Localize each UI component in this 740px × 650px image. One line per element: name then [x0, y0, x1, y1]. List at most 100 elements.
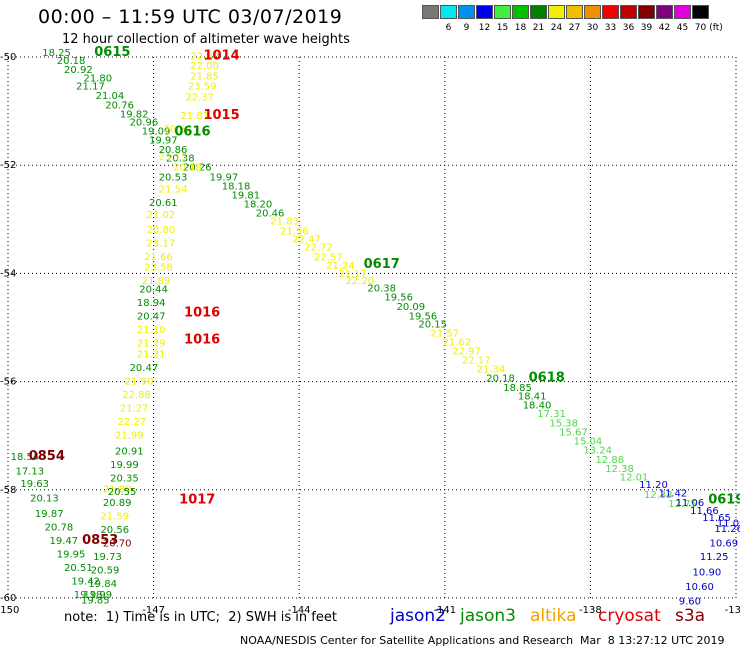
colorbar-label: 42 — [658, 23, 671, 33]
map-subtitle: 12 hour collection of altimeter wave hei… — [62, 32, 350, 47]
colorbar-label: 21 — [532, 23, 545, 33]
wave-height-value: 11.65 — [702, 513, 731, 524]
wave-height-value: 19.82 — [120, 110, 149, 121]
wave-height-value: 11.09 — [717, 519, 740, 530]
wave-height-value: 20.09 — [397, 302, 426, 313]
legend-jason3: jason3 — [460, 606, 516, 626]
lat-tick-label: -58 — [0, 485, 16, 496]
wave-height-value: 10.90 — [693, 567, 722, 578]
wave-height-value: 21.57 — [430, 329, 459, 340]
wave-height-value: 22.97 — [452, 347, 481, 358]
wave-height-value: 19.09 — [142, 126, 171, 137]
wave-height-value: 12.88 — [595, 455, 624, 466]
wave-height-value: 22.90 — [190, 52, 219, 63]
colorbar-label: 27 — [568, 23, 581, 33]
note-text: note: 1) Time is in UTC; 2) SWH is in fe… — [64, 610, 337, 625]
wave-height-value: 21.80 — [103, 485, 132, 496]
wave-height-value: 21.21 — [137, 349, 166, 360]
colorbar-swatch — [440, 5, 457, 19]
wave-height-value: 12.01 — [620, 473, 649, 484]
colorbar-swatch — [548, 5, 565, 19]
colorbar-swatch — [530, 5, 547, 19]
pass-time-label: 1016 — [184, 333, 220, 348]
wave-height-value: 15.04 — [574, 436, 603, 447]
lon-tick-label: -135 — [725, 605, 740, 616]
wave-height-value: 22.17 — [462, 356, 491, 367]
wave-height-value: 11.42 — [659, 488, 688, 499]
pass-time-label: 0617 — [364, 257, 400, 272]
wave-height-value: 19.47 — [49, 536, 78, 547]
colorbar-swatch — [422, 5, 439, 19]
wave-height-value: 10.69 — [710, 539, 739, 550]
lat-tick-label: -52 — [0, 160, 16, 171]
lat-tick-label: -56 — [0, 377, 16, 388]
legend-cryosat: cryosat — [598, 606, 661, 626]
footer-credit: NOAA/NESDIS Center for Satellite Applica… — [240, 634, 574, 647]
wave-height-value: 19.56 — [409, 311, 438, 322]
colorbar-swatch — [638, 5, 655, 19]
wave-height-value: 21.81 — [181, 111, 210, 122]
wave-height-value: 18.94 — [137, 298, 166, 309]
wave-height-value: 19.56 — [384, 292, 413, 303]
wave-height-value: 22.37 — [185, 92, 214, 103]
lat-tick-label: -54 — [0, 268, 16, 279]
wave-height-value: 20.96 — [130, 118, 159, 129]
colorbar-label: 12 — [478, 23, 491, 33]
wave-height-value: 18.18 — [222, 182, 251, 193]
wave-height-value: 20.18 — [57, 56, 86, 67]
wave-height-value: 20.26 — [183, 163, 212, 174]
lat-tick-label: -50 — [0, 52, 16, 63]
colorbar-swatch — [692, 5, 709, 19]
wave-height-value: 11.06 — [676, 498, 705, 509]
colorbar-label: 39 — [640, 23, 653, 33]
colorbar-label: 33 — [604, 23, 617, 33]
wave-height-value: 15.67 — [559, 428, 588, 439]
wave-height-value: 20.89 — [103, 498, 132, 509]
wave-height-value: 21.59 — [100, 512, 129, 523]
wave-height-value: 21.80 — [83, 73, 112, 84]
legend-s3a: s3a — [675, 606, 706, 626]
wave-height-value: 20.56 — [100, 525, 129, 536]
wave-height-value: 21.04 — [96, 91, 125, 102]
wave-height-value: 18.25 — [42, 48, 71, 59]
pass-time-label: 0615 — [94, 45, 130, 60]
wave-height-value: 12.33 — [644, 490, 673, 501]
colorbar-swatch — [458, 5, 475, 19]
pass-time-label: 1014 — [203, 49, 239, 64]
wave-height-value: 18.54 — [11, 452, 40, 463]
pass-time-label: 1017 — [179, 492, 215, 507]
wave-height-value: 17.31 — [537, 409, 566, 420]
colorbar-swatch — [494, 5, 511, 19]
wave-height-value: 23.17 — [147, 238, 176, 249]
pass-time-label: 0616 — [174, 124, 210, 139]
wave-height-value: 12.38 — [605, 464, 634, 475]
wave-height-value: 11.25 — [700, 552, 729, 563]
wave-height-value: 21.02 — [147, 210, 176, 221]
lon-tick-label: -141 — [433, 605, 456, 616]
wave-height-value: 21.83 — [270, 217, 299, 228]
wave-height-value: 20.38 — [166, 153, 195, 164]
wave-height-value: 12.75 — [668, 499, 697, 510]
wave-height-value: 11.66 — [690, 506, 719, 517]
colorbar-label: 24 — [550, 23, 563, 33]
wave-height-value: 20.53 — [159, 172, 188, 183]
wave-height-value: 20.44 — [139, 284, 168, 295]
wave-height-value: 19.85 — [81, 595, 110, 606]
wave-height-value: 19.95 — [57, 549, 86, 560]
colorbar-swatch — [584, 5, 601, 19]
wave-height-value: 18.85 — [503, 383, 532, 394]
wave-height-value: 20.13 — [30, 494, 59, 505]
wave-height-value: 23.15 — [159, 152, 188, 163]
colorbar-swatch — [566, 5, 583, 19]
colorbar-swatch — [512, 5, 529, 19]
wave-height-value: 19.97 — [210, 172, 239, 183]
wave-height-value: 19.73 — [93, 552, 122, 563]
wave-height-value: 21.10 — [137, 325, 166, 336]
wave-height-value: 20.18 — [486, 374, 515, 385]
wave-height-value: 20.59 — [91, 566, 120, 577]
colorbar-label: 18 — [514, 23, 527, 33]
colorbar-label: 45 — [676, 23, 689, 33]
wave-height-value: 19.99 — [110, 460, 139, 471]
colorbar-label: 36 — [622, 23, 635, 33]
legend-jason2: jason2 — [390, 606, 446, 626]
